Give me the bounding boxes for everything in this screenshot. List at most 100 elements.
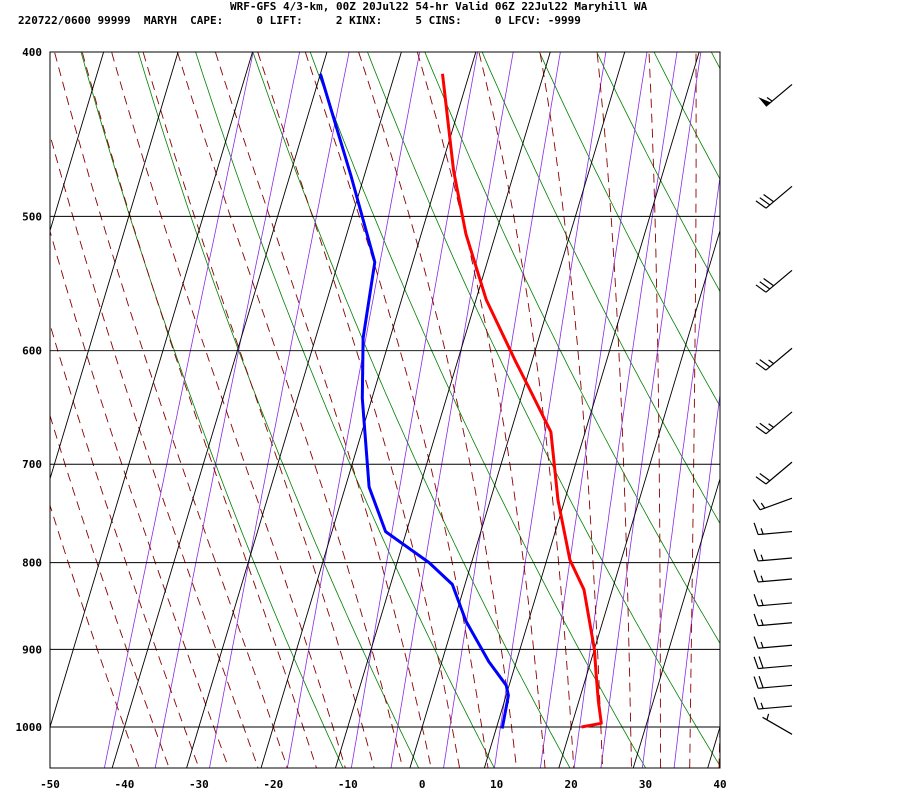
isotherm — [707, 725, 720, 768]
wind-barb — [753, 675, 793, 689]
isotherm — [50, 52, 253, 729]
moist-adiabat — [142, 52, 375, 768]
mixing-ratio-line — [103, 52, 254, 768]
mixing-ratio-line — [641, 174, 720, 768]
moist-adiabat — [50, 322, 200, 768]
moist-adiabat — [214, 52, 432, 768]
isotherm — [111, 52, 328, 768]
chart-title: WRF-GFS 4/3-km, 00Z 20Jul22 54-hr Valid … — [230, 0, 648, 13]
wind-barb — [758, 83, 793, 107]
mixing-ratio-line — [443, 52, 561, 768]
sounding-indices: 220722/0600 99999 MARYH CAPE: 0 LIFT: 2 … — [18, 14, 581, 27]
wind-barb — [753, 522, 793, 536]
wind-barb — [753, 570, 793, 583]
plot-frame — [49, 51, 721, 769]
mixing-ratio-line — [600, 52, 702, 768]
isotherm — [335, 52, 551, 768]
dry-adiabat — [195, 52, 495, 768]
moist-adiabat — [54, 52, 288, 768]
dry-adiabat — [653, 52, 720, 180]
mixing-ratio-line — [286, 52, 421, 768]
x-tick-label: -10 — [338, 778, 358, 791]
wind-barb — [762, 713, 793, 735]
dry-adiabat — [309, 52, 647, 768]
wind-barb — [753, 697, 793, 710]
moist-adiabat — [596, 52, 632, 768]
x-tick-label: -50 — [40, 778, 60, 791]
wind-barb — [755, 185, 793, 209]
moist-adiabat — [50, 503, 140, 768]
x-tick-label: 10 — [490, 778, 503, 791]
isotherm — [260, 52, 477, 768]
mixing-ratio-line — [390, 52, 514, 768]
y-tick-label: 900 — [22, 643, 42, 656]
dry-adiabat — [252, 52, 571, 768]
isotherm — [50, 52, 105, 233]
isotherm — [0, 24, 38, 770]
wind-barb — [753, 613, 793, 627]
moist-adiabat — [111, 52, 346, 768]
y-tick-label: 600 — [22, 345, 42, 358]
wind-barb — [753, 549, 793, 562]
wind-barb — [755, 269, 793, 293]
isotherm — [186, 52, 402, 768]
moist-adiabat — [50, 414, 170, 768]
dry-adiabat — [137, 52, 420, 768]
y-tick-label: 400 — [22, 46, 42, 59]
wind-barb — [755, 461, 793, 485]
temperature-profile — [441, 73, 603, 729]
dry-adiabat — [753, 24, 900, 770]
moist-adiabat — [50, 229, 230, 768]
mixing-ratio-line — [539, 52, 648, 768]
dry-adiabat — [810, 24, 900, 770]
x-tick-label: -20 — [263, 778, 283, 791]
wind-barb — [755, 411, 793, 435]
mixing-ratio-line — [673, 391, 720, 768]
moist-adiabat — [648, 52, 662, 768]
isotherm — [409, 52, 626, 768]
dry-adiabat — [424, 52, 720, 645]
moist-adiabat — [358, 52, 517, 768]
mixing-ratio-line — [573, 52, 678, 768]
dry-adiabat — [867, 24, 900, 770]
isotherm — [632, 477, 720, 768]
mixing-ratio-line — [154, 52, 301, 768]
y-tick-label: 800 — [22, 557, 42, 570]
dry-adiabat — [367, 52, 720, 767]
x-tick-label: -40 — [115, 778, 135, 791]
wind-barb — [752, 497, 793, 511]
wind-barb — [753, 636, 793, 649]
mixing-ratio-line — [209, 52, 350, 768]
moist-adiabat — [718, 710, 720, 768]
dry-adiabat — [596, 52, 720, 293]
wind-barb — [755, 347, 793, 371]
y-tick-label: 1000 — [16, 721, 43, 734]
moist-adiabat — [689, 52, 697, 768]
wind-barb — [753, 594, 793, 607]
dry-adiabat — [481, 52, 720, 525]
moist-adiabat — [176, 52, 404, 768]
dry-adiabat — [538, 52, 720, 407]
moist-adiabat — [257, 52, 461, 768]
moist-adiabat — [304, 52, 489, 768]
wind-barb — [753, 656, 793, 670]
y-tick-label: 700 — [22, 458, 42, 471]
isotherm — [483, 52, 700, 768]
isotherm — [50, 52, 179, 481]
x-tick-label: 30 — [639, 778, 652, 791]
moist-adiabat — [539, 52, 603, 768]
dry-adiabat — [80, 52, 344, 768]
x-tick-label: 20 — [564, 778, 577, 791]
moist-adiabat — [81, 52, 317, 768]
moist-adiabat — [50, 133, 259, 768]
dry-adiabat — [710, 52, 720, 70]
x-tick-label: -30 — [189, 778, 209, 791]
dewpoint-profile — [318, 73, 510, 729]
x-tick-label: 0 — [419, 778, 426, 791]
isotherm — [558, 229, 720, 768]
moist-adiabat — [478, 52, 575, 768]
mixing-ratio-line — [350, 52, 478, 768]
x-tick-label: 40 — [713, 778, 726, 791]
y-tick-label: 500 — [22, 210, 42, 223]
